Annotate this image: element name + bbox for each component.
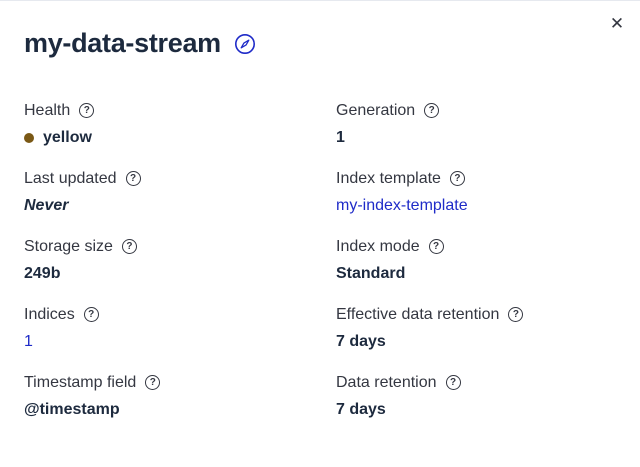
help-icon[interactable]: ? [125, 171, 141, 186]
help-icon[interactable]: ? [428, 239, 444, 254]
indices-count-link[interactable]: 1 [24, 333, 33, 350]
field-label: Health [24, 102, 71, 119]
field-label: Indices [24, 306, 75, 323]
field-data-retention: Data retention ? 7 days [336, 373, 616, 421]
field-storage-size: Storage size ? 249b [24, 237, 336, 285]
help-icon[interactable]: ? [508, 307, 524, 322]
field-label: Index mode [336, 238, 420, 255]
field-label: Last updated [24, 170, 117, 187]
help-icon[interactable]: ? [121, 239, 137, 254]
field-value: yellow [43, 129, 92, 146]
field-indices: Indices ? 1 [24, 305, 336, 353]
field-label: Generation [336, 102, 416, 119]
field-value: 249b [24, 265, 61, 282]
help-icon[interactable]: ? [445, 375, 461, 390]
field-value: Standard [336, 265, 406, 282]
field-value: Never [24, 197, 69, 214]
field-health: Health ? yellow [24, 101, 336, 149]
help-icon[interactable]: ? [424, 103, 440, 118]
flyout-header: my-data-stream [24, 27, 616, 59]
field-label: Data retention [336, 374, 437, 391]
field-effective-data-retention: Effective data retention ? 7 days [336, 305, 616, 353]
help-icon[interactable]: ? [83, 307, 99, 322]
help-icon[interactable]: ? [145, 375, 161, 390]
health-yellow-dot-icon [24, 133, 34, 143]
field-label: Effective data retention [336, 306, 500, 323]
page-title: my-data-stream [24, 28, 221, 58]
field-index-mode: Index mode ? Standard [336, 237, 616, 285]
field-label: Timestamp field [24, 374, 137, 391]
field-timestamp-field: Timestamp field ? @timestamp [24, 373, 336, 421]
close-icon[interactable]: ✕ [604, 11, 630, 37]
field-value: @timestamp [24, 401, 120, 418]
field-last-updated: Last updated ? Never [24, 169, 336, 217]
field-generation: Generation ? 1 [336, 101, 616, 149]
index-template-link[interactable]: my-index-template [336, 197, 468, 214]
field-value: 7 days [336, 333, 386, 350]
compass-icon[interactable] [233, 32, 257, 56]
field-label: Index template [336, 170, 441, 187]
description-list: Health ? yellow Generation ? 1 Last upda… [24, 101, 616, 421]
help-icon[interactable]: ? [449, 171, 465, 186]
help-icon[interactable]: ? [79, 103, 95, 118]
health-status: yellow [24, 127, 336, 149]
field-index-template: Index template ? my-index-template [336, 169, 616, 217]
field-label: Storage size [24, 238, 113, 255]
field-value: 1 [336, 129, 345, 146]
field-value: 7 days [336, 401, 386, 418]
